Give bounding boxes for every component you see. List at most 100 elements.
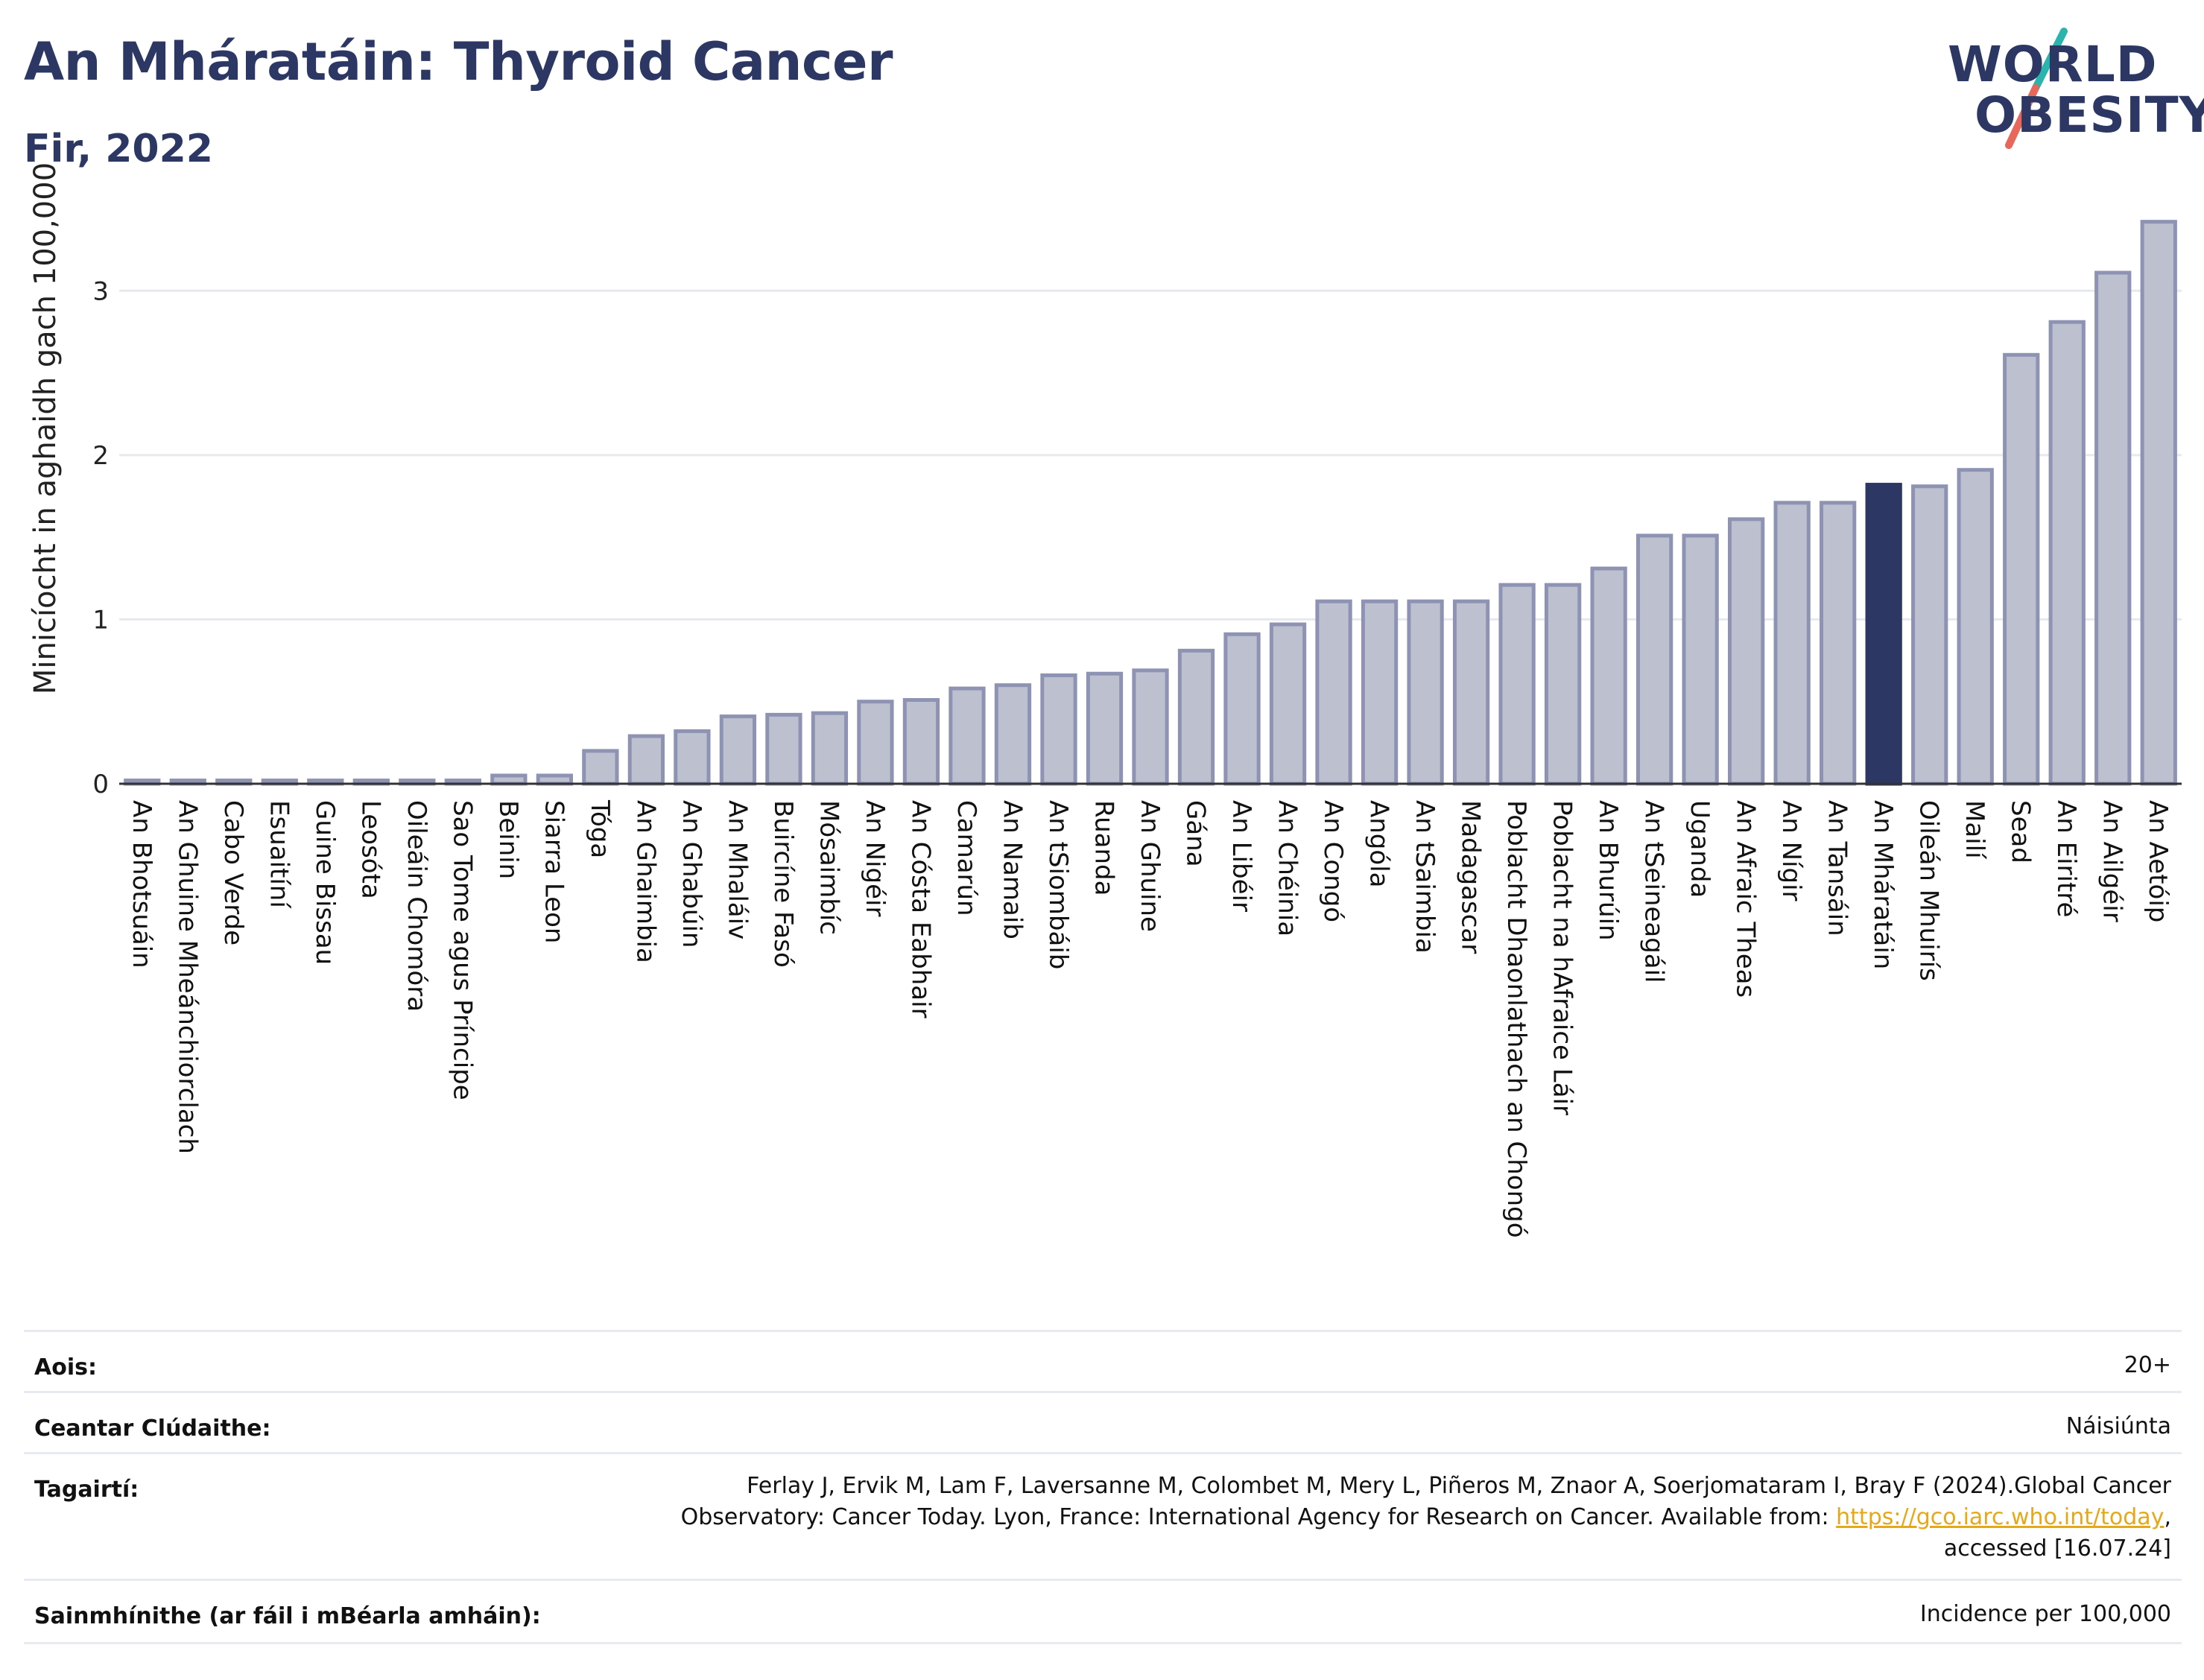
- x-tick-labels: An Bhotsuáin An Ghuine Mheánchiorclach Cab…: [127, 799, 2173, 1238]
- page-title: An Mháratáin: Thyroid Cancer: [24, 31, 893, 92]
- bar: [857, 700, 894, 786]
- bar: [1773, 501, 1811, 786]
- y-tick-label: 2: [92, 441, 109, 471]
- x-tick-label: Poblacht Dhaonlathach an Chongó: [1501, 800, 1531, 1238]
- x-tick-label: Angóla: [1364, 800, 1394, 887]
- bar: [765, 712, 802, 786]
- reference-line-1: Ferlay J, Ervik M, Lam F, Laversanne M, …: [747, 1473, 2171, 1499]
- bar: [994, 683, 1032, 786]
- x-tick-label: Cabo Verde: [218, 800, 248, 945]
- x-tick-label: Oileáin Chomóra: [402, 800, 431, 1012]
- x-tick-label: Madagascar: [1456, 800, 1486, 954]
- bar: [1728, 517, 1765, 786]
- x-tick-label: Mailí: [1960, 800, 1989, 860]
- bar: [2140, 220, 2177, 786]
- x-tick-label: An Libéir: [1226, 800, 1256, 912]
- bar-chart: 0 1 2 3 An Bhotsuáin An Ghuine Mheánchiorcla…: [28, 162, 2182, 1238]
- x-tick-label: An Afraic Theas: [1731, 800, 1761, 998]
- logo-slash-icon: [2005, 28, 2068, 149]
- x-tick-label: Tóga: [585, 799, 615, 858]
- x-tick-label: An Chéinia: [1273, 800, 1302, 936]
- bar: [1911, 484, 1948, 786]
- bars: [124, 220, 2177, 786]
- bar: [536, 773, 573, 786]
- definitions-value: Incidence per 100,000: [1919, 1601, 2171, 1627]
- reference-line-2-text: Observatory: Cancer Today. Lyon, France:…: [680, 1504, 1837, 1530]
- x-tick-label: Oileán Mhuirís: [1914, 800, 1944, 981]
- x-tick-label: Esuaitíní: [264, 800, 294, 909]
- bar: [490, 773, 528, 786]
- bar: [1407, 599, 1444, 786]
- reference-line-2: Observatory: Cancer Today. Lyon, France:…: [532, 1502, 2171, 1533]
- bar: [1498, 583, 1536, 786]
- age-label: Aois:: [34, 1354, 97, 1381]
- bar: [1682, 533, 1719, 786]
- bar: [1957, 468, 1994, 786]
- x-tick-label: Beinin: [493, 800, 523, 879]
- bar: [1865, 483, 1902, 786]
- x-tick-label: An Cósta Eabhair: [905, 800, 935, 1018]
- x-tick-label: Gána: [1181, 800, 1211, 867]
- x-tick-label: An Ailgéir: [2097, 800, 2127, 922]
- bar: [1086, 671, 1124, 786]
- x-tick-label: An Bhotsuáin: [127, 800, 156, 969]
- y-tick-label: 3: [92, 276, 109, 306]
- bar: [719, 714, 757, 786]
- bar: [2003, 352, 2040, 786]
- x-tick-label: An Ghuine: [1135, 800, 1165, 932]
- x-tick-label: An Ghaimbia: [630, 800, 660, 963]
- logo-word-world: WORLD: [1948, 36, 2158, 93]
- x-tick-label: Poblacht na hAfraice Láir: [1548, 800, 1577, 1115]
- bar: [1040, 673, 1077, 786]
- x-tick-label: An Nigéir: [860, 800, 890, 916]
- x-tick-label: An Ghuine Mheánchiorclach: [172, 800, 202, 1154]
- bar: [674, 729, 711, 786]
- area-label: Ceantar Clúdaithe:: [34, 1416, 271, 1442]
- x-tick-label: An tSaimbia: [1410, 800, 1440, 954]
- age-value: 20+: [2124, 1352, 2171, 1378]
- x-tick-label: An Mhaláiv: [722, 800, 752, 939]
- bar: [1315, 599, 1352, 786]
- x-tick-label: An Congó: [1318, 800, 1348, 922]
- x-tick-label: Leosóta: [355, 800, 385, 899]
- bar: [902, 698, 940, 786]
- y-tick-label: 0: [92, 770, 109, 799]
- bar: [1223, 632, 1261, 786]
- x-tick-label: Buircíne Fasó: [768, 800, 798, 968]
- x-tick-label: Ruanda: [1089, 800, 1118, 896]
- x-tick-label: An Aetóip: [2143, 800, 2173, 922]
- x-tick-label: An Ghabúin: [677, 800, 706, 948]
- x-tick-label: Siarra Leon: [539, 800, 569, 943]
- bar: [2048, 320, 2086, 786]
- bar: [1635, 533, 1673, 786]
- x-tick-label: An Eiritré: [2051, 800, 2081, 917]
- references-value: Ferlay J, Ervik M, Lam F, Laversanne M, …: [532, 1471, 2171, 1565]
- bar: [627, 734, 665, 786]
- x-tick-label: An Namaib: [997, 800, 1027, 939]
- y-tick-labels: 0 1 2 3: [92, 276, 109, 799]
- x-tick-label: Guine Bissau: [310, 800, 340, 965]
- info-row-age: Aois: 20+: [24, 1330, 2182, 1393]
- bar: [1820, 501, 1857, 786]
- reference-link[interactable]: https://gco.iarc.who.int/today: [1836, 1504, 2165, 1530]
- bar: [1452, 599, 1490, 786]
- bar: [582, 749, 619, 786]
- reference-line-3: accessed [16.07.24]: [1943, 1535, 2171, 1562]
- bar: [1544, 583, 1582, 786]
- x-tick-label: Camarún: [951, 800, 981, 916]
- area-value: Náisiúnta: [2065, 1413, 2171, 1439]
- x-tick-label: An tSiombáib: [1043, 800, 1073, 969]
- x-tick-label: An Tansáin: [1823, 800, 1852, 936]
- bar: [811, 711, 849, 786]
- bar: [949, 686, 986, 786]
- bar: [1132, 668, 1169, 786]
- x-tick-label: An tSeineagáil: [1639, 800, 1669, 983]
- info-row-definitions: Sainmhínithe (ar fáil i mBéarla amháin):…: [24, 1579, 2182, 1644]
- world-obesity-logo: WORLD OBESITY: [1937, 22, 2204, 156]
- bar: [1177, 648, 1215, 786]
- x-tick-label: An Mháratáin: [1868, 800, 1898, 969]
- logo-word-obesity: OBESITY: [1975, 86, 2204, 144]
- bar: [1361, 599, 1399, 786]
- page-subtitle: Fir, 2022: [24, 127, 213, 171]
- info-row-area: Ceantar Clúdaithe: Náisiúnta: [24, 1391, 2182, 1454]
